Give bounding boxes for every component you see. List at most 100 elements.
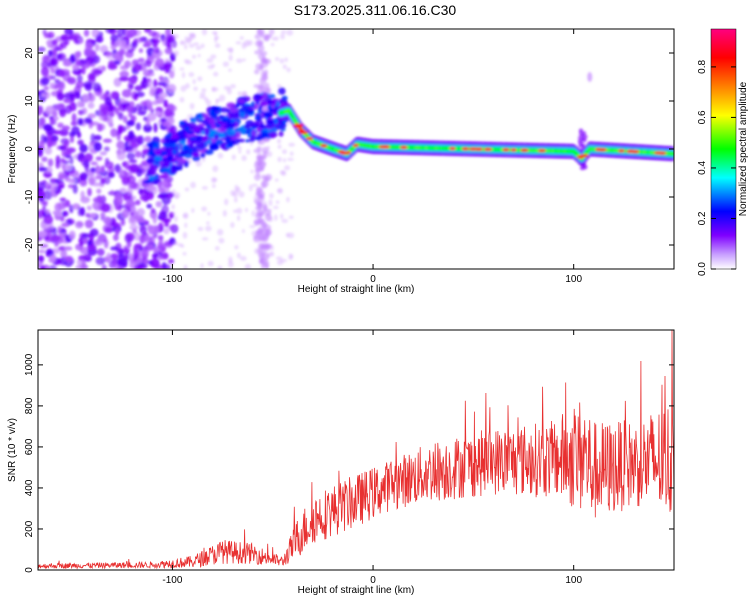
spectrogram-blob [217,265,223,269]
spectrogram-blob [212,71,219,77]
spectrogram-blob [168,139,179,144]
spectrogram-blob [84,117,93,124]
spectrogram-blob [87,113,97,119]
spectrogram-blob [209,142,219,150]
spectrogram-blob [49,115,54,120]
spectrogram-blob [152,247,158,253]
spectrogram-blob [129,215,136,223]
spectrogram-blob [282,64,287,70]
snr-y-tick-label: 1000 [24,353,35,376]
spectrogram-blob [200,152,206,159]
spectrogram-blob [136,218,147,224]
spectrogram-blob [253,218,262,225]
spectrogram-blob [577,139,582,144]
spectrogram-blob [49,253,57,263]
spectrogram-blob [275,200,280,204]
spectrogram-blob [83,236,89,245]
spectrogram-blob [278,130,284,137]
spectrogram-blob [114,227,120,236]
spectrogram-blob [254,50,262,55]
spectrogram-blob [160,117,167,124]
spectrogram-blob [268,193,274,199]
spectrogram-blob [128,164,138,174]
spectrogram-blob [57,225,62,233]
spectrogram-blob [259,257,266,265]
spectrogram-blob [179,120,186,125]
spectrogram-blob [220,107,229,113]
spectrogram-y-tick-label: 10 [24,95,35,107]
spectrogram-blob [286,29,294,36]
spectrogram-blob [38,181,46,192]
spectrogram-blob [123,245,129,254]
spectrogram-blob [62,143,69,151]
spectrogram-blob [38,123,44,130]
spectrogram-blob [94,43,100,52]
spectrogram-blob [129,253,134,261]
snr-y-ticks: 0 200 400 600 800 1000 [24,353,674,573]
spectrogram-blob [170,211,176,216]
spectrogram-blob [399,145,408,149]
spectrogram-blob [43,190,53,201]
spectrogram-blob [100,165,105,173]
spectrogram-blob [228,260,234,268]
spectrogram-blob [230,190,236,197]
spectrogram-blob [173,215,178,223]
spectrogram-blob [256,201,264,207]
spectrogram-blob [167,258,175,264]
spectrogram-blob [106,116,113,126]
spectrogram-blob [63,160,70,165]
spectrogram-blob [184,35,189,43]
spectrogram-blob [57,174,66,180]
spectrogram-blob [236,186,241,194]
spectrogram-blob [151,100,159,106]
spectrogram-blob [113,195,124,206]
spectrogram-blob [153,46,160,54]
spectrogram-blob [55,155,61,165]
spectrogram-blob [120,218,126,226]
spectrogram-blob [502,148,510,152]
spectrogram-blob [164,134,172,138]
spectrogram-blob [51,248,61,254]
spectrogram-blob [51,49,58,57]
spectrogram-blob [264,245,271,251]
spectrogram-blob [64,150,72,155]
spectrogram-blob [287,157,294,162]
spectrogram-blob [236,252,241,259]
spectrogram-blob [146,185,156,192]
spectrogram-blob [105,96,112,106]
spectrogram-blob [171,132,178,139]
spectrogram-blob [180,244,185,248]
spectrogram-x-tick-label: 100 [565,274,582,285]
spectrogram-blob [212,165,219,173]
spectrogram-blob [38,230,47,238]
spectrogram-blob [204,149,214,155]
spectrogram-blob [135,199,141,206]
spectrogram-blob [229,108,239,114]
spectrogram-blob [115,163,121,174]
spectrogram-blob [47,140,54,148]
spectrogram-blob [180,85,187,92]
spectrogram-blob [72,32,81,38]
spectrogram-blob [288,215,294,219]
spectrogram-blob [201,29,208,36]
spectrogram-blob [52,110,58,118]
spectrogram-blob [200,43,205,49]
spectrogram-blob [58,69,65,78]
spectrogram-blob [228,47,234,54]
spectrogram-blob [277,125,283,129]
spectrogram-blob [87,175,97,184]
spectrogram-blob [119,70,130,78]
spectrogram-blob [39,196,45,203]
spectrogram-blob [114,107,120,115]
spectrogram-blob [176,131,186,140]
spectrogram-blob [70,121,78,126]
spectrogram-blob [180,150,190,156]
spectrogram-blob [86,205,92,211]
spectrogram-blob [93,134,102,141]
spectrogram-blob [110,43,117,51]
spectrogram-blob [121,89,132,98]
spectrogram-blob [280,30,287,35]
snr-y-tick-label: 0 [24,567,35,573]
spectrogram-blob [297,128,305,132]
snr-x-tick-label: 100 [565,575,582,586]
